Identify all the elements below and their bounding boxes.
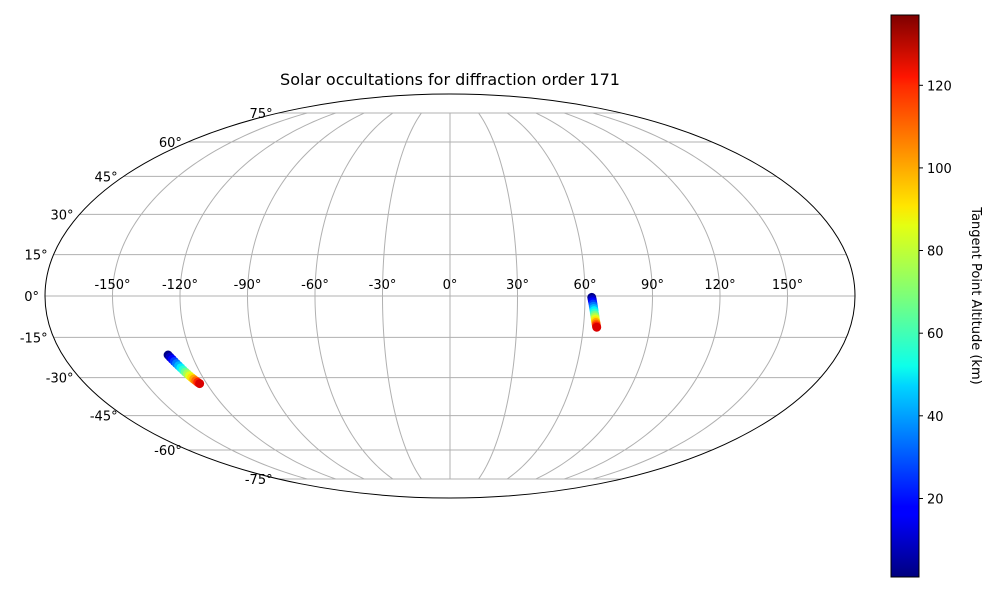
colorbar-gradient: [890, 14, 920, 578]
longitude-tick-label: 150°: [772, 278, 803, 293]
colorbar-tick-label: 60: [927, 327, 944, 342]
longitude-tick-label: -120°: [162, 278, 198, 293]
longitude-tick-label: 0°: [443, 278, 458, 293]
longitude-tick-label: -90°: [234, 278, 262, 293]
longitude-tick-label: -150°: [94, 278, 130, 293]
latitude-tick-label: 45°: [95, 170, 118, 185]
latitude-tick-label: -60°: [154, 444, 182, 459]
latitude-tick-labels: -75° -60° -45° -30° -15° 0° 15° 30° 45° 60° 75°: [20, 107, 273, 488]
longitude-tick-label: 120°: [704, 278, 735, 293]
longitude-tick-label: 60°: [573, 278, 596, 293]
colorbar-label: Tangent Point Altitude (km): [968, 206, 983, 384]
graticule: [45, 112, 855, 480]
colorbar-tick-label: 100: [927, 162, 952, 177]
latitude-tick-label: 15°: [25, 249, 48, 264]
longitude-tick-label: -60°: [301, 278, 329, 293]
colorbar-tick-label: 20: [927, 493, 944, 508]
colorbar-tick-label: 80: [927, 245, 944, 260]
colorbar: 20 40 60 80 100 120 Tangent Point Altitude (k…: [890, 14, 983, 578]
longitude-tick-labels: -150° -120° -90° -60° -30° 0° 30° 60° 90° 120° 150…: [94, 278, 803, 293]
colorbar-ticks: 20 40 60 80 100 120: [919, 79, 952, 508]
scatter-point: [592, 322, 602, 332]
latitude-tick-label: 60°: [159, 136, 182, 151]
latitude-tick-label: 0°: [24, 290, 39, 305]
latitude-tick-label: 75°: [250, 107, 273, 122]
latitude-tick-label: -15°: [20, 331, 48, 346]
latitude-tick-label: -30°: [46, 372, 74, 387]
latitude-tick-label: -75°: [245, 473, 273, 488]
latitude-tick-label: -45°: [90, 410, 118, 425]
colorbar-tick-label: 120: [927, 79, 952, 94]
scatter-points: [163, 292, 602, 389]
longitude-tick-label: 90°: [641, 278, 664, 293]
longitude-tick-label: 30°: [506, 278, 529, 293]
latitude-tick-label: 30°: [50, 208, 73, 223]
longitude-tick-label: -30°: [369, 278, 397, 293]
chart-title: Solar occultations for diffraction order…: [280, 70, 620, 89]
colorbar-tick-label: 40: [927, 410, 944, 425]
map-boundary: [44, 93, 856, 499]
scatter-point: [195, 379, 205, 389]
